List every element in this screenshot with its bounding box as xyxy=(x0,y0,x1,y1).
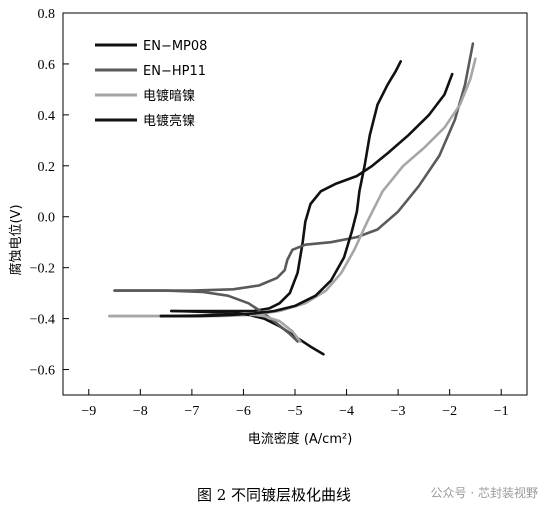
legend-label: EN−HP11 xyxy=(143,64,206,79)
polarization-chart: −9 −8 −7 −6 −5 −4 −3 −2 −1 −0.6 −0.4 −0.2 0.0 0.2 0.4 0… xyxy=(9,7,528,447)
y-tick-label: 0.2 xyxy=(38,160,56,175)
series-line-anodic xyxy=(113,42,475,292)
series-line-cathodic xyxy=(159,312,250,318)
series-line-cathodic xyxy=(170,309,325,356)
series-line-cathodic xyxy=(113,289,299,343)
x-tick-label: −7 xyxy=(184,404,199,419)
y-tick-label: 0.0 xyxy=(38,211,56,226)
x-tick-label: −5 xyxy=(288,404,303,419)
y-tick-label: 0.4 xyxy=(38,109,56,124)
y-tick-label: −0.6 xyxy=(30,364,55,379)
x-tick-label: −9 xyxy=(81,404,96,419)
series-line-cathodic xyxy=(108,312,302,343)
legend-label: 电镀暗镍 xyxy=(143,88,195,104)
x-tick-label: −8 xyxy=(133,404,148,419)
y-tick-label: −0.4 xyxy=(30,313,55,328)
y-tick-label: −0.2 xyxy=(30,262,55,277)
series-2 xyxy=(113,42,475,343)
x-tick-label: −1 xyxy=(494,404,509,419)
y-tick-label: 0.8 xyxy=(38,7,56,22)
series-line-anodic xyxy=(170,72,454,313)
x-tick-label: −3 xyxy=(391,404,406,419)
x-tick-label: −6 xyxy=(236,404,251,419)
y-tick-label: 0.6 xyxy=(38,58,56,73)
legend-label: EN−MP08 xyxy=(143,39,207,54)
x-axis-title: 电流密度 (A/cm²) xyxy=(248,431,353,447)
x-tick-label: −2 xyxy=(442,404,457,419)
series-4 xyxy=(159,60,402,318)
x-tick-label: −4 xyxy=(339,404,354,419)
figure-caption: 图 2 不同镀层极化曲线 xyxy=(196,486,352,504)
y-axis-title: 腐蚀电位(V) xyxy=(9,204,24,275)
legend-label: 电镀亮镍 xyxy=(143,113,195,129)
series-line-anodic xyxy=(159,60,402,318)
series-1 xyxy=(170,72,454,356)
watermark-text: 公众号 · 芯封装视野 xyxy=(430,486,538,500)
